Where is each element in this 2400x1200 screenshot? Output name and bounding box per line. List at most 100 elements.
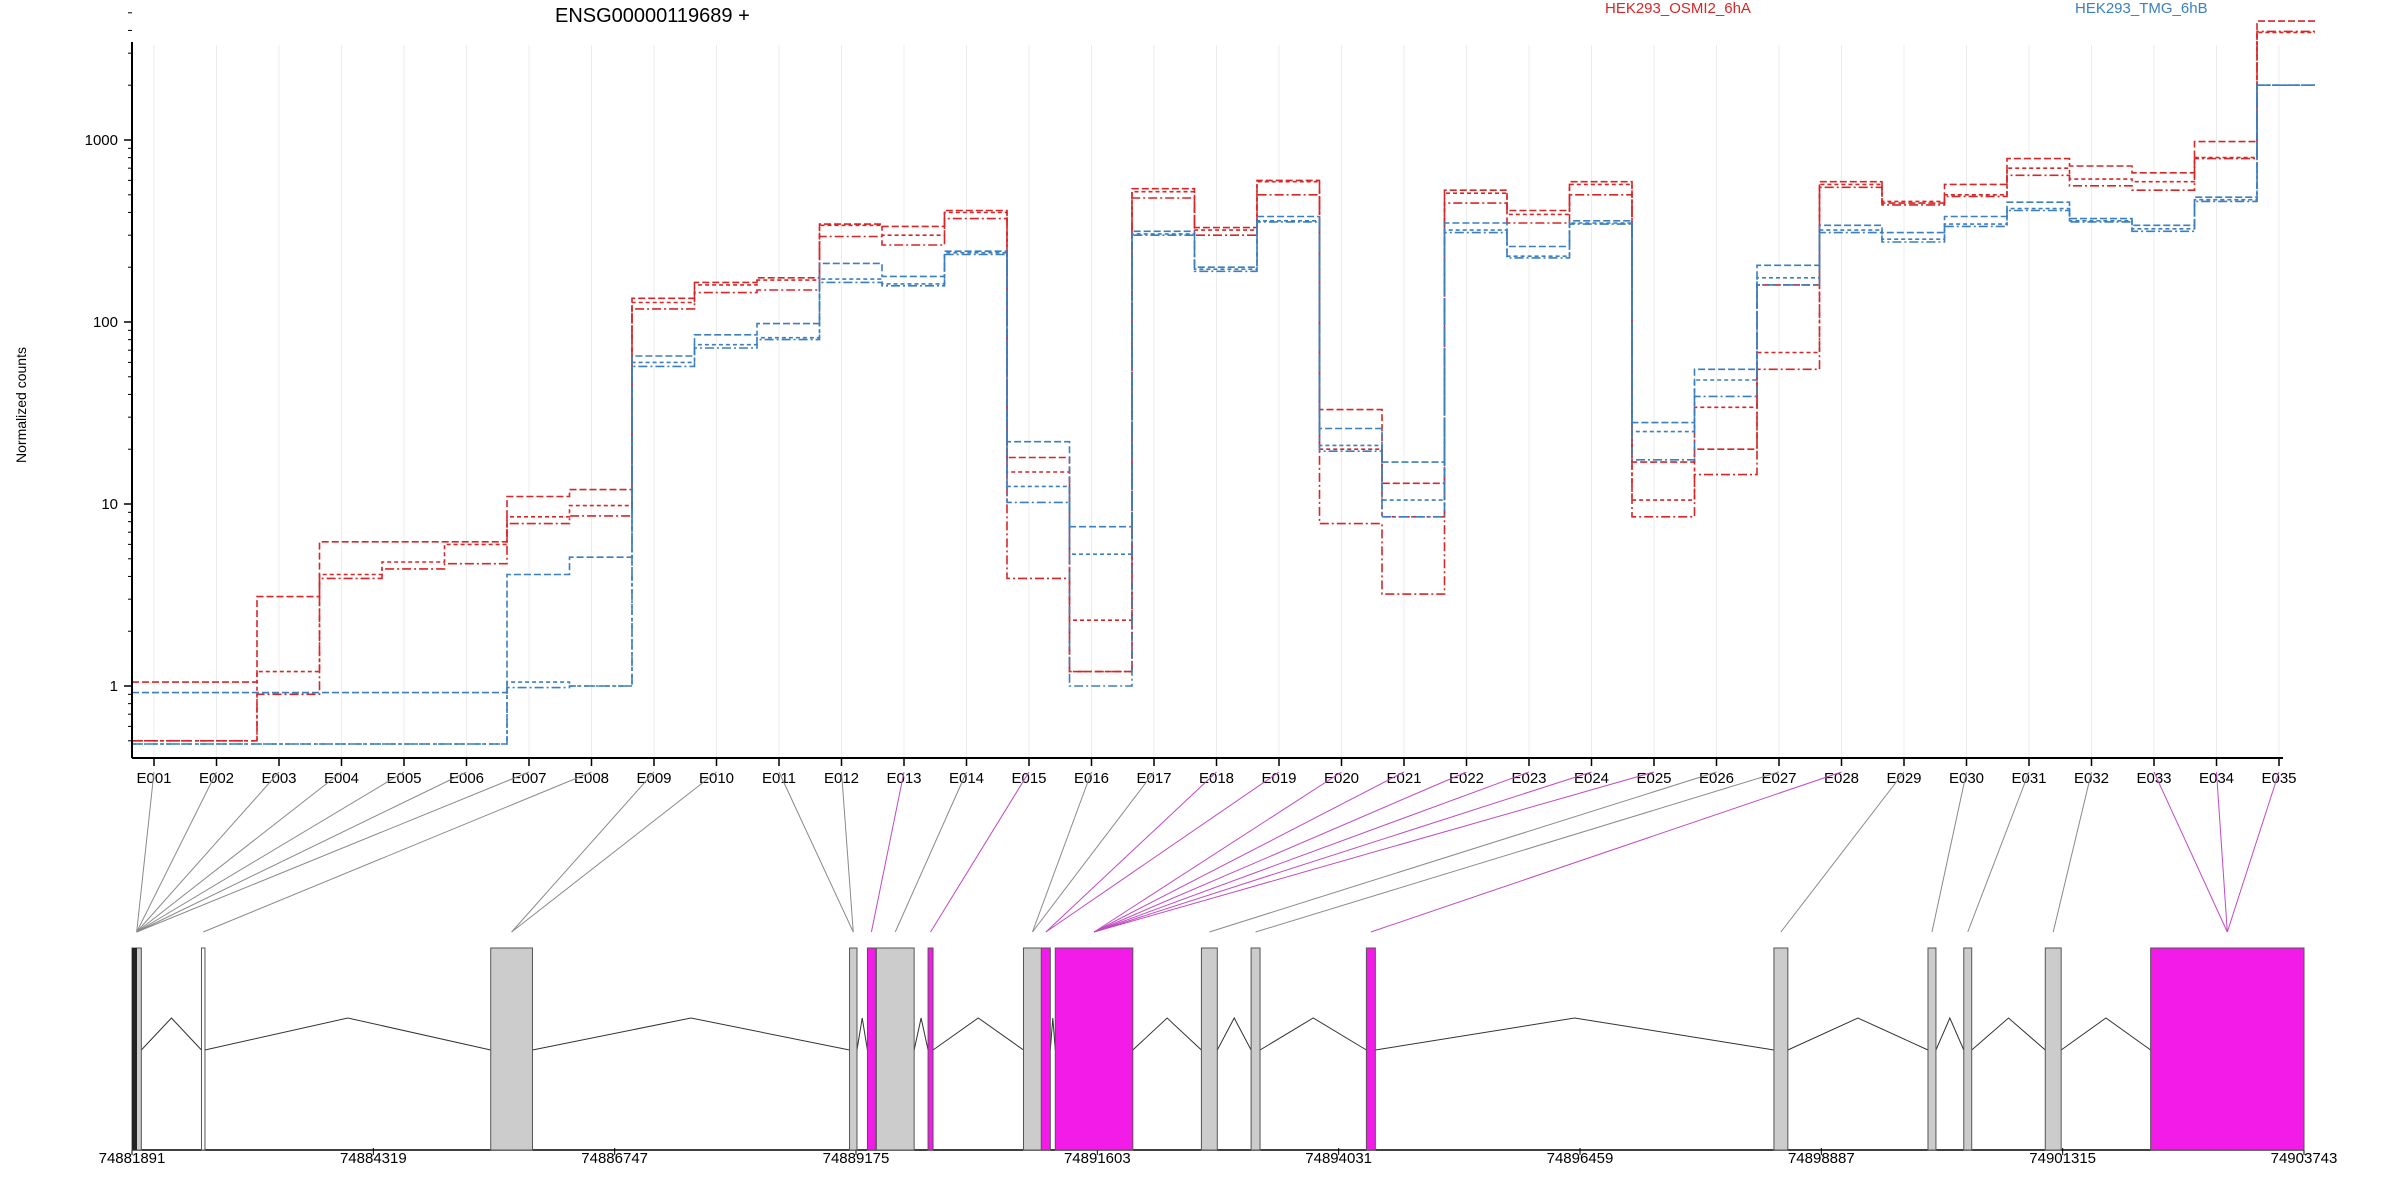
x-tick-label: E018	[1199, 770, 1234, 787]
x-tick-label: E003	[261, 770, 296, 787]
x-tick-label: E027	[1761, 770, 1796, 787]
x-tick-label: E024	[1574, 770, 1609, 787]
exon-box	[1927, 947, 1937, 1151]
exon-connector	[136, 771, 530, 933]
exon-connector	[841, 771, 854, 933]
intron-line	[2060, 1017, 2151, 1051]
x-tick-label: E016	[1074, 770, 1109, 787]
x-tick-label: E026	[1699, 770, 1734, 787]
exon-connector	[136, 771, 155, 933]
intron-line	[856, 1017, 868, 1051]
series-line	[132, 84, 2315, 745]
grid	[153, 45, 2280, 758]
intron-line	[932, 1017, 1024, 1051]
intron-line	[1375, 1017, 1775, 1051]
exon-box	[1773, 947, 1789, 1151]
exon-box	[849, 947, 858, 1151]
exon-box	[2150, 947, 2305, 1151]
exon-box	[1040, 947, 1051, 1151]
gene-start-marker	[132, 948, 137, 1150]
exon-box	[200, 947, 206, 1151]
x-tick-label: E006	[449, 770, 484, 787]
exon-box	[1365, 947, 1376, 1151]
exon-box	[866, 947, 876, 1151]
y-tick-label: 100	[93, 314, 118, 331]
x-tick-label: E014	[949, 770, 984, 787]
x-tick-label: E005	[386, 770, 421, 787]
exon-box	[1022, 947, 1042, 1151]
coordinate-label: 74894031	[1305, 1150, 1372, 1167]
exon-connector	[1780, 771, 1905, 933]
exon-connector	[2226, 771, 2280, 933]
exon-connectors	[136, 771, 2280, 933]
x-tick-label: E022	[1449, 770, 1484, 787]
x-tick-label: E009	[636, 770, 671, 787]
x-tick-label: E031	[2011, 770, 2046, 787]
exon-connector	[1967, 771, 2030, 933]
intron-line	[1259, 1017, 1367, 1051]
exon-connector	[1031, 771, 1092, 933]
x-tick-label: E004	[324, 770, 359, 787]
coordinate-label: 74891603	[1064, 1150, 1131, 1167]
x-tick-label: E015	[1011, 770, 1046, 787]
exon-connector	[930, 771, 1030, 933]
intron-line	[140, 1017, 202, 1051]
coordinate-label: 74903743	[2271, 1150, 2338, 1167]
series-line	[132, 84, 2315, 694]
exon-connector	[1093, 771, 1592, 933]
coordinate-label: 74898887	[1788, 1150, 1855, 1167]
y-axis-label: Normalized counts	[13, 347, 29, 463]
exon-connector	[511, 771, 717, 933]
y-tick-label: 1	[110, 678, 118, 695]
exon-box	[875, 947, 915, 1151]
intron-line	[1935, 1016, 1965, 1051]
x-tick-label: E032	[2074, 770, 2109, 787]
exon-connector	[203, 771, 592, 933]
legend-entry-tmg: HEK293_TMG_6hB	[2075, 0, 2208, 17]
exon-connector	[1093, 771, 1405, 933]
x-tick-label: E019	[1261, 770, 1296, 787]
exon-box	[1054, 947, 1134, 1151]
exon-box	[927, 947, 934, 1151]
axes: 1 10 100 1000 E001 E002 E003 E004 E005 E006 E007 E0…	[85, 12, 2297, 787]
exon-connector	[1093, 771, 1655, 933]
x-tick-label: E020	[1324, 770, 1359, 787]
intron-line	[1787, 1017, 1929, 1051]
exon-connector	[1093, 771, 1467, 933]
exon-box	[1200, 947, 1218, 1151]
x-tick-label: E001	[136, 770, 171, 787]
x-tick-label: E030	[1949, 770, 1984, 787]
x-tick-label: E008	[574, 770, 609, 787]
exon-connector	[894, 771, 967, 933]
coordinate-label: 74886747	[581, 1150, 648, 1167]
exon-connector	[1093, 771, 1530, 933]
coordinate-label: 74881891	[99, 1150, 166, 1167]
x-tick-label: E011	[762, 770, 796, 787]
x-tick-label: E023	[1511, 770, 1546, 787]
chart-title: ENSG00000119689 +	[555, 5, 750, 27]
exon-connector	[1255, 771, 1780, 933]
exon-connector	[870, 771, 905, 933]
exon-connector	[2216, 771, 2228, 933]
x-tick-label: E033	[2136, 770, 2171, 787]
exon-connector	[136, 771, 467, 933]
intron-line	[532, 1017, 850, 1051]
exon-connector	[511, 771, 655, 933]
exon-connector	[136, 771, 405, 933]
exon-connector	[1370, 771, 1842, 933]
intron-line	[1216, 1016, 1252, 1051]
gene-model: 74881891 74884319 74886747 74889175 74891603…	[99, 947, 2338, 1167]
x-tick-label: E021	[1386, 770, 1421, 787]
coordinate-label: 74896459	[1547, 1150, 1614, 1167]
intron-line	[1049, 1017, 1056, 1051]
exon-connector	[1209, 771, 1717, 933]
exon-connector	[1093, 771, 1342, 933]
exon-connector	[136, 771, 217, 933]
legend-entry-osmi2: HEK293_OSMI2_6hA	[1605, 0, 1751, 17]
exon-connector	[2153, 771, 2228, 933]
x-tick-label: E002	[199, 770, 234, 787]
exon-box	[490, 947, 533, 1151]
exon-connector	[1032, 771, 1155, 933]
coordinate-label: 74884319	[340, 1150, 407, 1167]
